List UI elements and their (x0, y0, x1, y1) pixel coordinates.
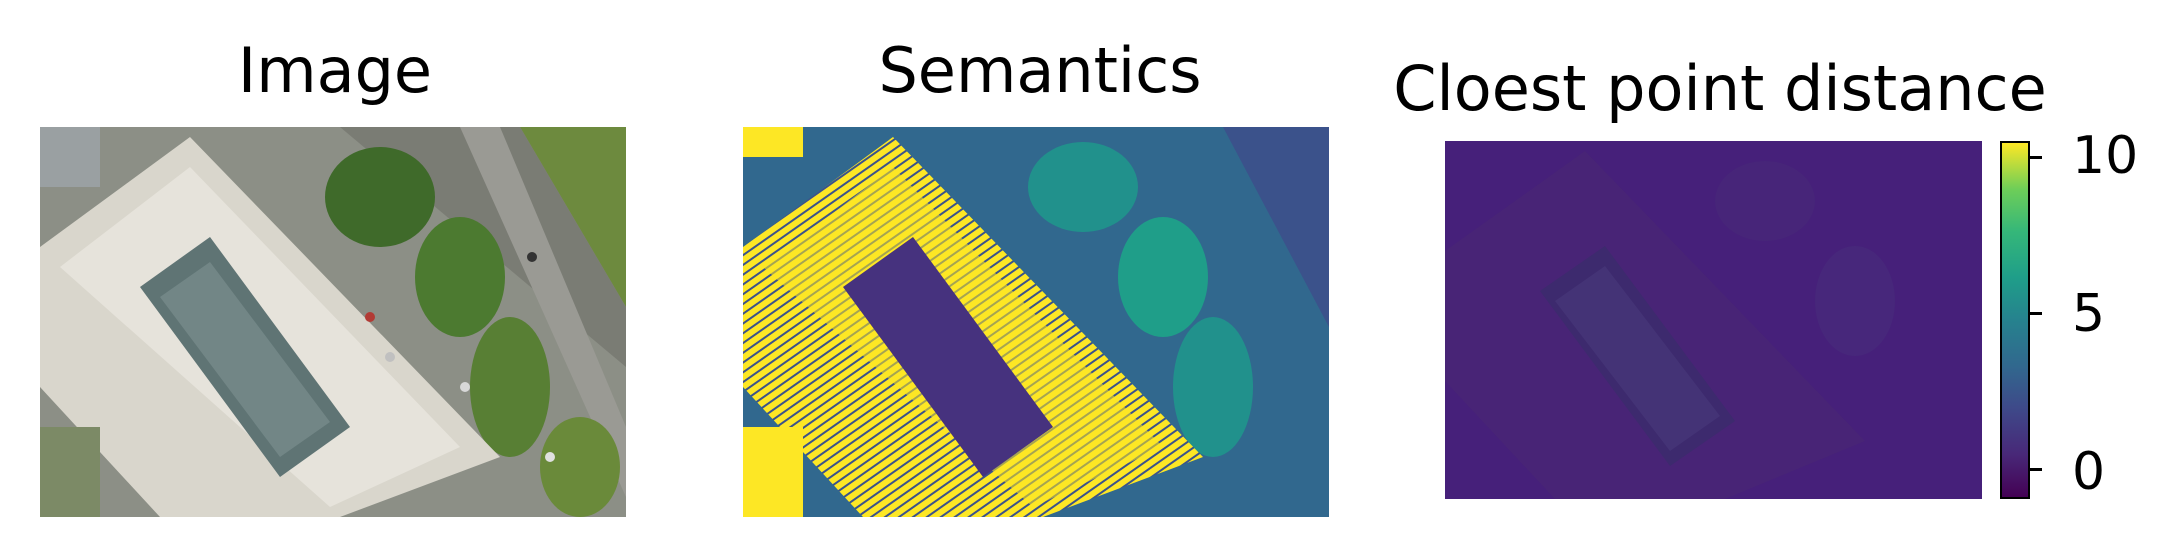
colorbar-tick-mark-10 (2030, 156, 2042, 159)
colorbar-tick-label-5: 5 (2072, 284, 2106, 344)
aerial-image (40, 127, 626, 517)
colorbar-tick-label-10: 10 (2072, 126, 2139, 186)
distance-image (1445, 141, 1982, 499)
panel-title-image: Image (237, 34, 433, 107)
semantics-image (743, 127, 1329, 517)
colorbar-tick-mark-5 (2030, 312, 2042, 315)
colorbar-tick-label-0: 0 (2072, 442, 2106, 502)
colorbar (2000, 141, 2030, 499)
panel-title-semantics: Semantics (878, 34, 1202, 107)
colorbar-tick-mark-0 (2030, 468, 2042, 471)
panel-title-distance: Cloest point distance (1393, 52, 2047, 125)
